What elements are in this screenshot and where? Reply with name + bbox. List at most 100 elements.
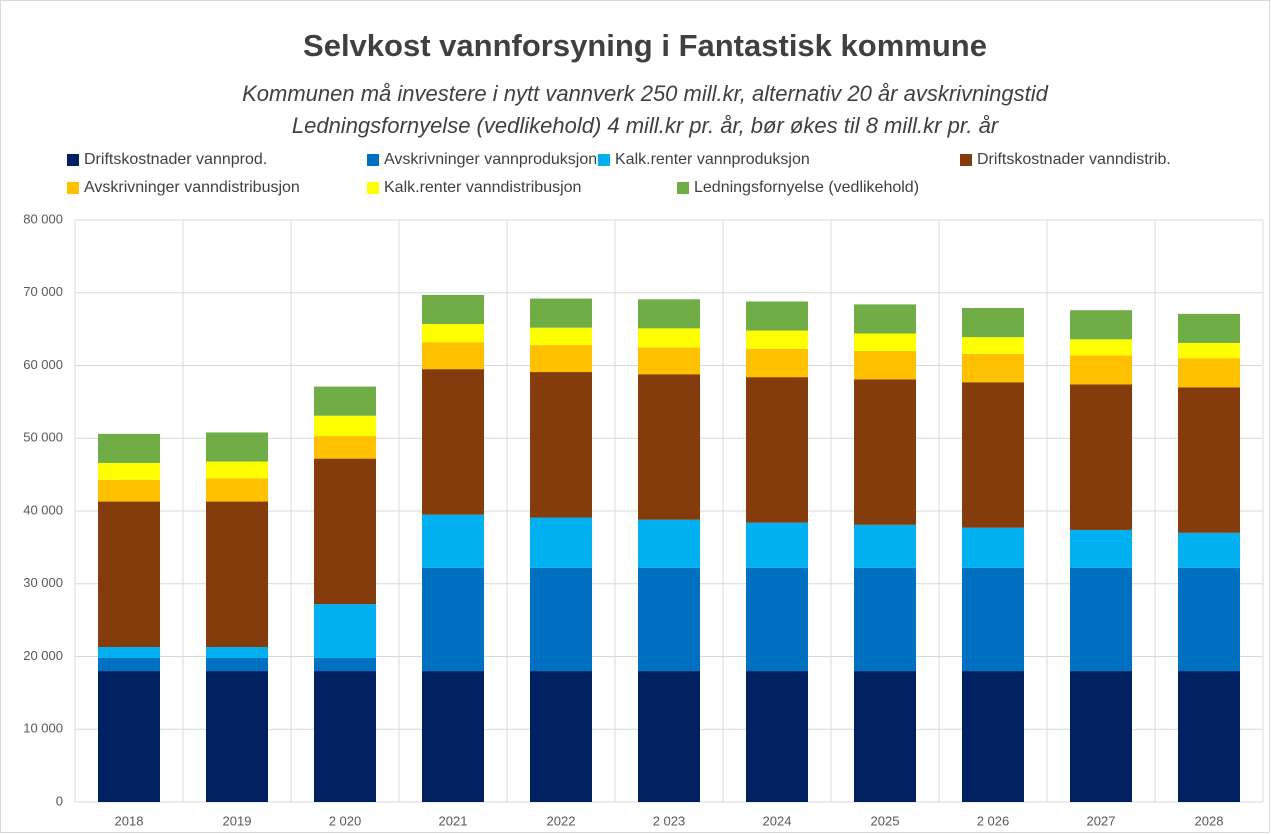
bar-segment xyxy=(98,433,160,463)
bar-segment xyxy=(638,519,700,568)
bar-segment xyxy=(746,301,808,331)
x-tick-label: 2024 xyxy=(763,813,792,828)
x-tick-label: 2027 xyxy=(1087,813,1116,828)
legend-swatch xyxy=(67,154,79,166)
bar-segment xyxy=(530,671,592,802)
bar-segment xyxy=(422,369,484,515)
x-tick-label: 2025 xyxy=(871,813,900,828)
bar-segment xyxy=(638,567,700,672)
bar-segment xyxy=(638,374,700,520)
y-tick-label: 30 000 xyxy=(23,575,63,590)
bar-segment xyxy=(314,604,376,658)
bar-segment xyxy=(530,345,592,373)
bar-segment xyxy=(206,501,268,648)
y-tick-label: 80 000 xyxy=(23,211,63,226)
x-tick-label: 2022 xyxy=(547,813,576,828)
x-tick-label: 2019 xyxy=(223,813,252,828)
bar-segment xyxy=(1178,313,1240,343)
legend-swatch xyxy=(677,182,689,194)
bar-segment xyxy=(1178,342,1240,359)
bar-segment xyxy=(206,478,268,502)
bar-segment xyxy=(314,415,376,437)
x-tick-label: 2 023 xyxy=(653,813,686,828)
bar-segment xyxy=(98,501,160,648)
bar-segment xyxy=(1070,384,1132,530)
bar-segment xyxy=(422,342,484,370)
y-tick-label: 50 000 xyxy=(23,430,63,445)
y-tick-label: 60 000 xyxy=(23,357,63,372)
y-tick-label: 40 000 xyxy=(23,502,63,517)
bar-segment xyxy=(746,377,808,523)
bar-segment xyxy=(746,522,808,568)
bar-segment xyxy=(854,379,916,525)
bar-segment xyxy=(314,671,376,802)
chart-subtitle: Kommunen må investere i nytt vannverk 25… xyxy=(242,81,1049,106)
legend-swatch xyxy=(367,154,379,166)
bar-segment xyxy=(746,671,808,802)
bar-segment xyxy=(1070,671,1132,802)
bar-segment xyxy=(1070,567,1132,672)
bar-segment xyxy=(314,657,376,672)
bar-segment xyxy=(854,350,916,380)
bar-segment xyxy=(530,327,592,346)
bar-segment xyxy=(962,382,1024,528)
legend-swatch xyxy=(598,154,610,166)
bar-segment xyxy=(98,671,160,802)
bar-segment xyxy=(98,657,160,672)
bar-segment xyxy=(314,458,376,605)
bar-segment xyxy=(98,479,160,502)
x-tick-label: 2 020 xyxy=(329,813,362,828)
bar-segment xyxy=(854,333,916,351)
bar-segment xyxy=(638,328,700,348)
legend-swatch xyxy=(67,182,79,194)
y-tick-label: 70 000 xyxy=(23,284,63,299)
legend-label: Driftskostnader vanndistrib. xyxy=(977,151,1171,168)
bar-segment xyxy=(746,348,808,378)
bar-segment xyxy=(962,567,1024,672)
bar-segment xyxy=(962,353,1024,383)
bar-segment xyxy=(962,527,1024,568)
bar-segment xyxy=(638,299,700,329)
bar-segment xyxy=(206,671,268,802)
bar-segment xyxy=(530,567,592,672)
bar-segment xyxy=(530,372,592,518)
bar-segment xyxy=(746,567,808,672)
y-tick-label: 0 xyxy=(56,793,63,808)
bar-segment xyxy=(422,671,484,802)
bar-segment xyxy=(638,671,700,802)
bar-segment xyxy=(1070,310,1132,340)
bar-segment xyxy=(854,304,916,334)
bar-segment xyxy=(1178,532,1240,568)
bar-segment xyxy=(206,432,268,462)
bar-segment xyxy=(1070,355,1132,385)
chart-subtitle: Ledningsfornyelse (vedlikehold) 4 mill.k… xyxy=(292,113,1000,138)
bar-segment xyxy=(206,657,268,672)
x-tick-label: 2021 xyxy=(439,813,468,828)
bar-segment xyxy=(206,647,268,658)
legend-swatch xyxy=(960,154,972,166)
bar-segment xyxy=(1178,358,1240,388)
bar-segment xyxy=(314,386,376,416)
bar-segment xyxy=(422,294,484,325)
bar-segment xyxy=(98,647,160,658)
legend-label: Avskrivninger vanndistribusjon xyxy=(84,179,300,196)
bar-segment xyxy=(638,347,700,375)
y-tick-label: 10 000 xyxy=(23,721,63,736)
bar-segment xyxy=(746,330,808,349)
legend-label: Ledningsfornyelse (vedlikehold) xyxy=(694,179,919,196)
bar-segment xyxy=(98,462,160,480)
legend-label: Avskrivninger vannproduksjon xyxy=(384,151,597,168)
bar-segment xyxy=(1178,387,1240,533)
bar-segment xyxy=(314,436,376,459)
bar-segment xyxy=(530,517,592,568)
bar-segment xyxy=(1178,671,1240,802)
bar-segment xyxy=(854,671,916,802)
legend-swatch xyxy=(367,182,379,194)
chart-title: Selvkost vannforsyning i Fantastisk komm… xyxy=(303,28,987,63)
bar-segment xyxy=(206,461,268,479)
bar-segment xyxy=(422,567,484,672)
legend-label: Kalk.renter vanndistribusjon xyxy=(384,179,581,196)
bar-segment xyxy=(422,514,484,568)
y-tick-label: 20 000 xyxy=(23,648,63,663)
